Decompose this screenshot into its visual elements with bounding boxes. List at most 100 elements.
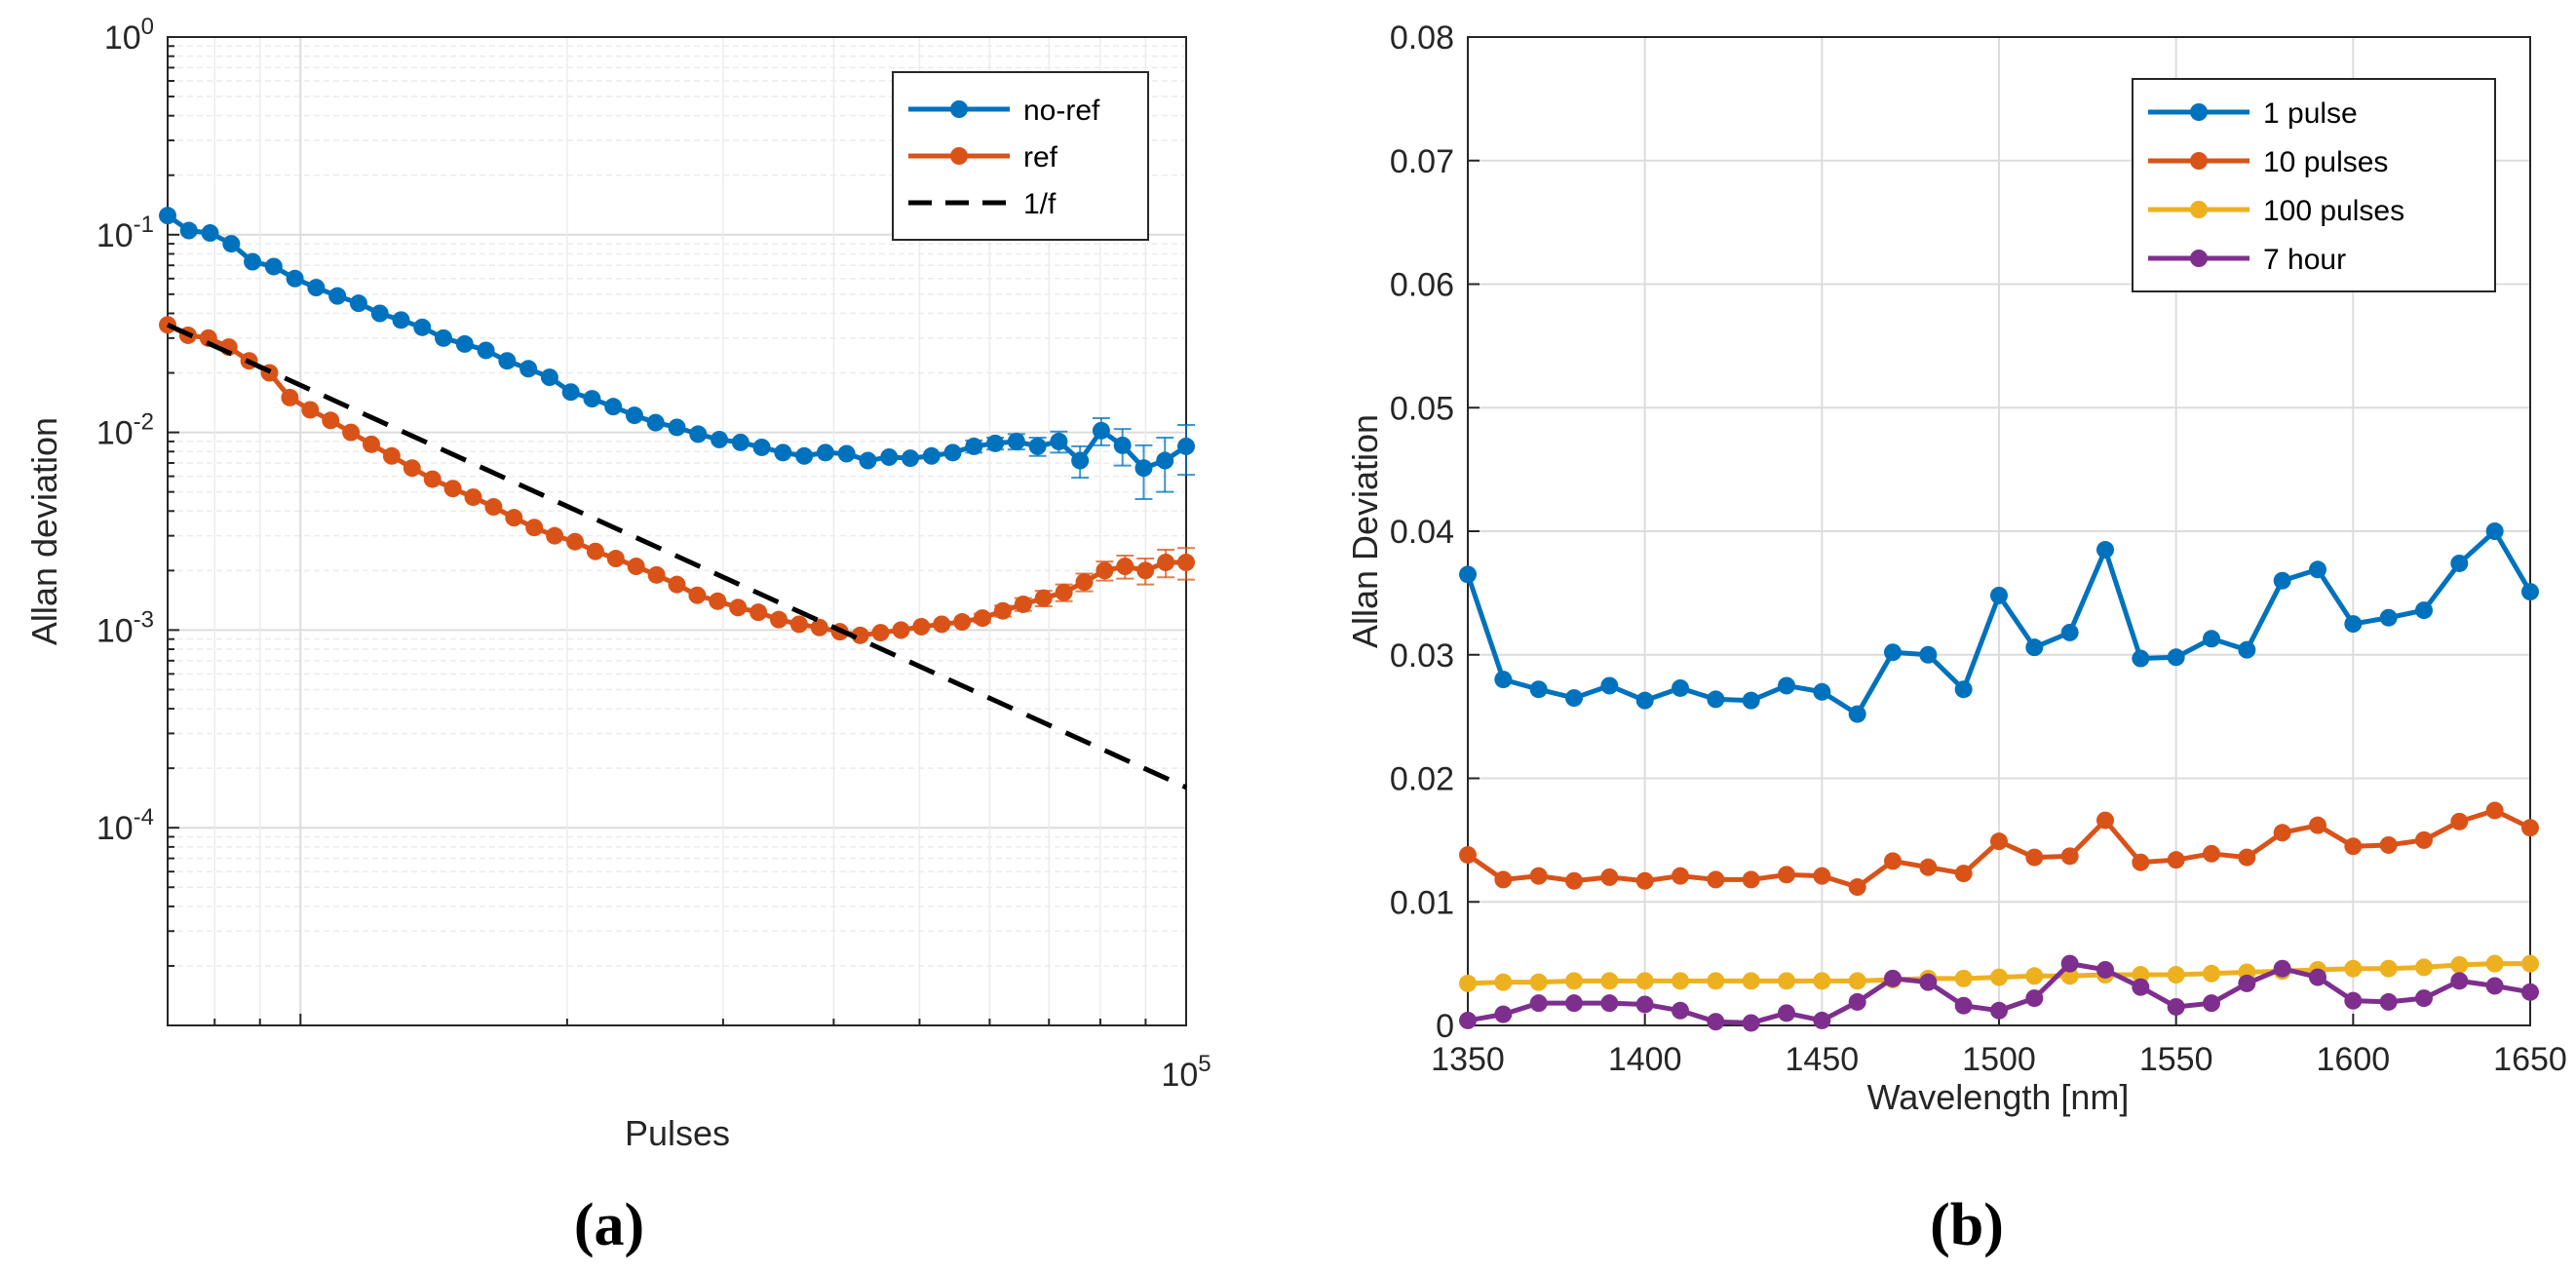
data-point-1-pulse bbox=[2060, 623, 2079, 641]
data-point-10-pulses bbox=[1707, 870, 1725, 889]
y-tick-label: 100 bbox=[104, 14, 154, 57]
data-point-no-ref bbox=[1134, 459, 1153, 478]
y-tick-label: 0.05 bbox=[1390, 390, 1454, 427]
data-point-10-pulses bbox=[1954, 865, 1973, 883]
data-point-7-hour bbox=[2309, 968, 2326, 986]
data-point-100-pulses bbox=[2344, 959, 2363, 978]
data-point-ref bbox=[505, 509, 523, 527]
y-tick-label: 10-4 bbox=[96, 804, 154, 847]
data-point-ref bbox=[443, 480, 462, 498]
data-point-7-hour bbox=[2167, 997, 2185, 1016]
data-point-100-pulses bbox=[1954, 969, 1973, 987]
data-point-ref bbox=[953, 613, 972, 632]
data-point-7-hour bbox=[2521, 983, 2539, 1001]
x-axis-label-b: Wavelength [nm] bbox=[1867, 1077, 2130, 1117]
data-point-ref bbox=[363, 435, 380, 453]
data-point-100-pulses bbox=[1529, 973, 1548, 991]
data-point-100-pulses bbox=[2167, 966, 2185, 984]
data-point-no-ref bbox=[922, 446, 941, 465]
data-point-7-hour bbox=[2203, 994, 2220, 1013]
x-tick-label: 105 bbox=[1161, 1051, 1211, 1094]
data-point-1-pulse bbox=[1742, 691, 1760, 710]
panel-label-a: (a) bbox=[574, 1192, 644, 1258]
data-point-10-pulses bbox=[2450, 812, 2469, 830]
data-point-no-ref bbox=[561, 383, 580, 402]
data-point-100-pulses bbox=[1635, 972, 1654, 990]
chart-panel-b: 0 0.01 0.02 0.03 0.04 0.05 0.06 0.07 0.08 1350 140… bbox=[1345, 19, 2567, 1258]
data-point-no-ref bbox=[498, 352, 517, 370]
data-point-ref bbox=[546, 526, 564, 545]
data-point-ref bbox=[789, 615, 808, 634]
data-point-ref bbox=[423, 470, 442, 488]
data-point-100-pulses bbox=[1600, 972, 1619, 990]
data-point-100-pulses bbox=[1742, 972, 1760, 990]
data-point-ref bbox=[729, 598, 748, 617]
data-point-no-ref bbox=[646, 413, 665, 432]
data-point-no-ref bbox=[668, 418, 686, 437]
data-point-1-pulse bbox=[2309, 560, 2326, 579]
legend-marker-1-pulse bbox=[2190, 103, 2208, 121]
data-point-ref bbox=[647, 565, 666, 584]
data-point-100-pulses bbox=[2132, 966, 2150, 984]
data-point-7-hour bbox=[1459, 1011, 1477, 1029]
data-point-1-pulse bbox=[2415, 601, 2433, 620]
y-tick-label: 0.07 bbox=[1390, 143, 1454, 180]
data-point-1-pulse bbox=[1990, 586, 2008, 604]
data-point-ref bbox=[933, 615, 951, 634]
data-point-ref bbox=[810, 618, 828, 636]
data-point-10-pulses bbox=[2132, 853, 2150, 871]
axes-box-a bbox=[167, 36, 1187, 1026]
data-point-7-hour bbox=[2132, 978, 2150, 996]
data-point-1-pulse bbox=[1635, 691, 1654, 710]
legend-marker-no-ref bbox=[950, 100, 968, 118]
legend-marker-10-pulses bbox=[2190, 152, 2208, 170]
data-point-100-pulses bbox=[2485, 954, 2504, 973]
data-point-7-hour bbox=[1565, 994, 1583, 1013]
data-point-ref bbox=[281, 388, 299, 406]
data-point-100-pulses bbox=[1778, 972, 1795, 990]
y-tick-label: 10-3 bbox=[96, 606, 154, 649]
data-point-10-pulses bbox=[1778, 866, 1795, 884]
data-point-10-pulses bbox=[2485, 801, 2504, 820]
data-point-10-pulses bbox=[1529, 867, 1548, 885]
data-point-10-pulses bbox=[1672, 867, 1689, 885]
y-axis-label-b: Allan Deviation bbox=[1345, 414, 1385, 648]
data-point-no-ref bbox=[370, 304, 389, 323]
data-point-10-pulses bbox=[2060, 847, 2079, 866]
data-point-ref bbox=[301, 401, 320, 419]
panel-label-b: (b) bbox=[1930, 1192, 2004, 1258]
data-point-100-pulses bbox=[1494, 973, 1513, 991]
data-point-100-pulses bbox=[1565, 972, 1583, 990]
data-point-ref bbox=[770, 610, 788, 629]
data-point-10-pulses bbox=[2273, 824, 2291, 842]
data-point-ref bbox=[688, 586, 707, 604]
x-tick-label: 1550 bbox=[2139, 1041, 2213, 1078]
data-point-no-ref bbox=[859, 451, 877, 470]
data-point-no-ref bbox=[307, 279, 326, 297]
data-point-10-pulses bbox=[2521, 819, 2539, 837]
data-point-ref bbox=[1034, 589, 1053, 607]
data-point-10-pulses bbox=[2309, 816, 2326, 834]
data-point-1-pulse bbox=[1919, 645, 1938, 664]
x-tick-label: 1350 bbox=[1431, 1041, 1505, 1078]
data-point-no-ref bbox=[413, 318, 432, 336]
data-point-10-pulses bbox=[2415, 830, 2433, 849]
data-point-no-ref bbox=[349, 294, 367, 313]
data-point-7-hour bbox=[1707, 1013, 1725, 1031]
data-point-no-ref bbox=[244, 252, 262, 271]
data-point-no-ref bbox=[201, 224, 219, 243]
axis-ticks-b: 0 0.01 0.02 0.03 0.04 0.05 0.06 0.07 0.08 1350 140… bbox=[1390, 19, 2567, 1078]
data-point-ref bbox=[403, 459, 421, 478]
data-point-7-hour bbox=[1778, 1004, 1795, 1022]
x-tick-label: 1400 bbox=[1608, 1041, 1682, 1078]
data-point-ref bbox=[1136, 561, 1155, 580]
legend-marker-100-pulses bbox=[2190, 201, 2208, 218]
data-point-1-pulse bbox=[2273, 571, 2291, 590]
data-point-no-ref bbox=[711, 430, 729, 448]
data-point-7-hour bbox=[1672, 1001, 1689, 1020]
data-point-no-ref bbox=[986, 434, 1005, 452]
data-point-10-pulses bbox=[2096, 811, 2114, 829]
data-point-1-pulse bbox=[2485, 522, 2504, 540]
data-point-100-pulses bbox=[2203, 964, 2220, 983]
data-point-7-hour bbox=[1494, 1005, 1513, 1023]
